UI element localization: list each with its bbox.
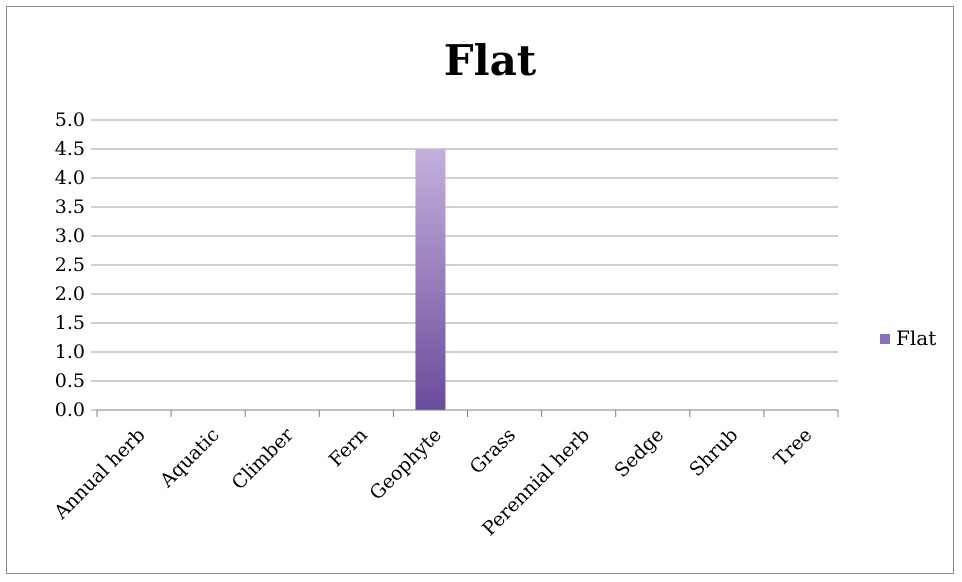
- y-tick-label: 2.5: [55, 254, 85, 276]
- y-axis-ticks: 0.0 0.5 1.0 1.5 2.0 2.5 3.0 3.5 4.0 4.5 5.0: [55, 109, 85, 421]
- y-tick-label: 4.0: [55, 167, 85, 189]
- chart-frame: [6, 6, 954, 574]
- x-tick-label: Climber: [228, 423, 299, 494]
- y-tick-label: 3.0: [55, 225, 85, 247]
- x-tick-label: Fern: [325, 424, 372, 471]
- y-tick-label: 1.0: [55, 341, 85, 363]
- gridlines: [91, 119, 838, 411]
- x-tick-label: Grass: [466, 424, 521, 479]
- x-tick-label: Sedge: [610, 424, 668, 482]
- legend: Flat: [880, 326, 936, 350]
- x-tick-label: Shrub: [685, 424, 742, 481]
- x-tick-label: Tree: [770, 424, 817, 471]
- y-tick-label: 3.5: [55, 196, 85, 218]
- y-tick-label: 5.0: [55, 109, 85, 131]
- x-axis: [96, 409, 839, 417]
- y-tick-label: 4.5: [55, 138, 85, 160]
- y-tick-label: 0.0: [55, 399, 85, 421]
- bars: [415, 149, 446, 410]
- y-tick-label: 0.5: [55, 370, 85, 392]
- x-tick-label: Annual herb: [49, 424, 149, 524]
- chart-title: Flat: [444, 36, 537, 85]
- x-tick-label: Aquatic: [155, 424, 223, 492]
- legend-swatch: [880, 334, 890, 344]
- y-tick-label: 1.5: [55, 312, 85, 334]
- x-tick-label: Geophyte: [365, 424, 446, 505]
- legend-label: Flat: [896, 326, 936, 350]
- bar-geophyte: [415, 149, 446, 410]
- y-tick-label: 2.0: [55, 283, 85, 305]
